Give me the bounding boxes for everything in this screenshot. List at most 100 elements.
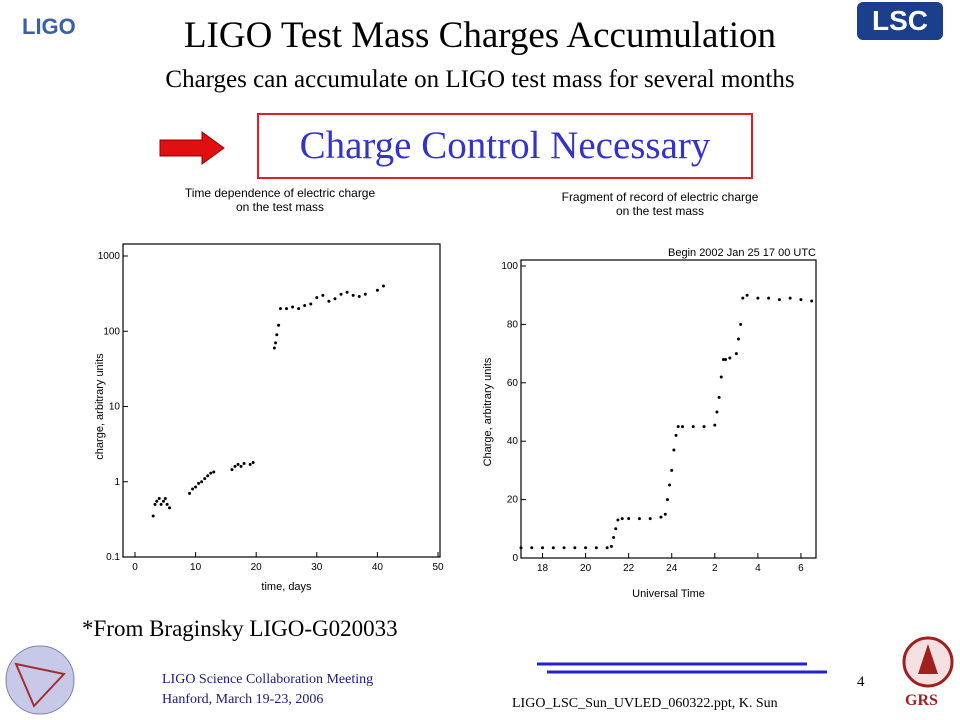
data-point (277, 323, 281, 327)
data-point (345, 290, 349, 294)
logo-lsc: LSC (857, 2, 943, 40)
data-point (285, 307, 288, 311)
data-point (665, 498, 669, 502)
data-point (375, 288, 379, 292)
x-tick-label: 30 (311, 562, 323, 573)
y-tick-label: 100 (501, 261, 518, 272)
x-tick-label: 4 (755, 563, 761, 574)
data-point (239, 464, 243, 468)
data-point (297, 307, 301, 311)
data-point (674, 433, 678, 437)
data-point (788, 296, 792, 300)
callout: Charge Control Necessary (257, 113, 753, 179)
plot-frame (520, 259, 817, 559)
data-point (351, 293, 355, 297)
data-point (767, 296, 771, 300)
y-tick-label: 1 (114, 477, 120, 488)
data-point (274, 341, 278, 345)
data-point (339, 292, 343, 296)
data-point (741, 296, 745, 300)
data-point (756, 296, 760, 300)
footer-file: LIGO_LSC_Sun_UVLED_060322.ppt, K. Sun (512, 696, 778, 711)
y-tick-label: 10 (109, 402, 121, 413)
y-axis-label: Charge, arbitrary units (482, 357, 494, 466)
title: LIGO Test Mass Charges Accumulation (183, 15, 777, 56)
x-tick-label: 2 (712, 563, 718, 574)
data-point (357, 294, 361, 298)
data-point (159, 502, 163, 506)
data-point (719, 375, 723, 379)
data-point (251, 461, 255, 465)
data-point (363, 292, 367, 296)
y-tick-label: 1000 (98, 251, 121, 262)
footer-rules (537, 662, 827, 674)
x-tick-label: 24 (666, 563, 678, 574)
data-point (248, 462, 252, 466)
data-point (155, 499, 159, 503)
logo-seal (902, 636, 954, 688)
data-point (715, 410, 719, 414)
logo-grs: GRS (905, 692, 938, 709)
data-point (291, 305, 295, 309)
arrow (159, 131, 225, 165)
page-number: 4 (857, 674, 865, 690)
x-tick-label: 20 (251, 562, 263, 573)
y-tick-label: 20 (507, 495, 519, 506)
x-tick-label: 22 (623, 563, 635, 574)
data-point (609, 544, 613, 548)
data-point (278, 307, 282, 311)
logo-ligo: LIGO (22, 14, 76, 39)
footer-line: Hanford, March 19-23, 2006 (162, 692, 324, 707)
data-point (168, 506, 172, 510)
x-tick-label: 0 (132, 562, 138, 573)
y-tick-label: 80 (507, 319, 519, 330)
data-point (163, 496, 167, 500)
data-point (209, 471, 213, 475)
data-point (206, 474, 210, 478)
x-tick-label: 50 (432, 562, 444, 573)
data-point (605, 546, 609, 550)
data-point (562, 546, 566, 550)
data-point (236, 462, 240, 466)
data-point (242, 461, 246, 465)
data-point (777, 298, 781, 302)
data-point (200, 480, 204, 484)
data-point (627, 517, 631, 521)
data-point (381, 284, 385, 288)
data-point (659, 515, 663, 519)
data-point (745, 293, 749, 297)
data-point (670, 468, 674, 472)
data-point (663, 512, 667, 516)
data-point (153, 502, 157, 506)
data-point (620, 517, 624, 521)
data-point (810, 299, 814, 303)
data-point (691, 425, 695, 429)
y-tick-label: 40 (507, 436, 519, 447)
footer-meeting: LIGO Science Collaboration Meeting Hanfor… (162, 670, 373, 710)
plot-frame (122, 243, 441, 558)
data-point (614, 527, 618, 531)
data-point (648, 517, 652, 521)
data-point (309, 302, 313, 306)
data-point (739, 322, 743, 326)
data-point (191, 487, 195, 491)
data-point (721, 357, 725, 361)
y-tick-label: 0 (512, 553, 518, 564)
data-point (165, 502, 169, 506)
data-point (573, 546, 577, 550)
data-point (668, 483, 672, 487)
data-point (616, 518, 620, 522)
data-point (612, 536, 616, 540)
x-tick-label: 10 (190, 562, 202, 573)
data-point (321, 293, 325, 297)
logo-globe (5, 645, 75, 715)
data-point (157, 496, 161, 500)
data-point (584, 546, 588, 550)
data-point (194, 485, 198, 489)
data-point (212, 470, 216, 474)
data-point (702, 425, 706, 429)
data-point (680, 425, 684, 429)
data-point (594, 546, 598, 550)
